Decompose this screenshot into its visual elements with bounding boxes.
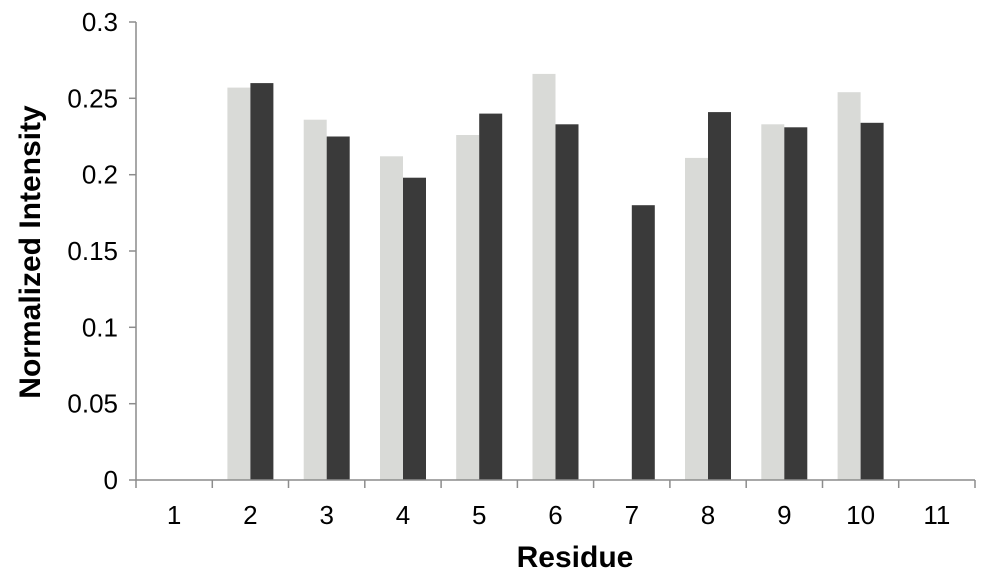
y-axis-title: Normalized Intensity — [14, 105, 47, 399]
bar-series-2-6 — [555, 124, 579, 481]
labels-layer: 0 0.05 0.1 0.15 0.2 0.25 0.3 1 2 3 4 5 6 7 8 9 10 11 — [67, 7, 950, 530]
x-tick-label: 1 — [167, 500, 181, 530]
x-tick-label: 6 — [548, 500, 562, 530]
bar-series-1-6 — [532, 73, 556, 481]
bar-series-2-10 — [860, 122, 884, 481]
x-tick-label: 7 — [625, 500, 639, 530]
bar-series-1-3 — [303, 119, 327, 480]
x-tick-label: 11 — [923, 500, 950, 530]
y-tick-label: 0.15 — [67, 236, 118, 266]
y-tick-label: 0.05 — [67, 389, 118, 419]
x-tick-label: 4 — [396, 500, 410, 530]
x-tick-label: 9 — [777, 500, 791, 530]
bar-series-1-10 — [837, 92, 861, 480]
y-tick-label: 0.3 — [82, 7, 118, 37]
y-tick-label: 0 — [104, 465, 118, 495]
x-tick-label: 3 — [319, 500, 333, 530]
bar-series-1-8 — [685, 157, 708, 480]
bar-series-2-7 — [631, 205, 655, 480]
x-tick-label: 2 — [243, 500, 257, 530]
x-tick-label: 10 — [846, 500, 875, 530]
bar-series-1-2 — [227, 87, 251, 480]
x-axis-title: Residue — [517, 541, 634, 573]
bars-layer — [227, 73, 884, 481]
bar-series-2-2 — [250, 83, 274, 480]
y-tick-label: 0.1 — [82, 312, 118, 342]
bar-series-1-9 — [761, 124, 785, 481]
bar-series-1-5 — [456, 135, 480, 480]
bar-series-2-4 — [403, 177, 426, 480]
y-tick-label: 0.2 — [82, 160, 118, 190]
bar-series-2-3 — [326, 136, 350, 480]
y-tick-label: 0.25 — [67, 83, 118, 113]
bar-series-1-4 — [380, 156, 403, 481]
x-tick-label: 8 — [701, 500, 715, 530]
ticks-layer — [129, 21, 976, 488]
x-tick-label: 5 — [472, 500, 486, 530]
bar-series-2-8 — [708, 112, 731, 480]
bar-series-2-9 — [784, 127, 808, 481]
bar-series-2-5 — [479, 113, 503, 480]
